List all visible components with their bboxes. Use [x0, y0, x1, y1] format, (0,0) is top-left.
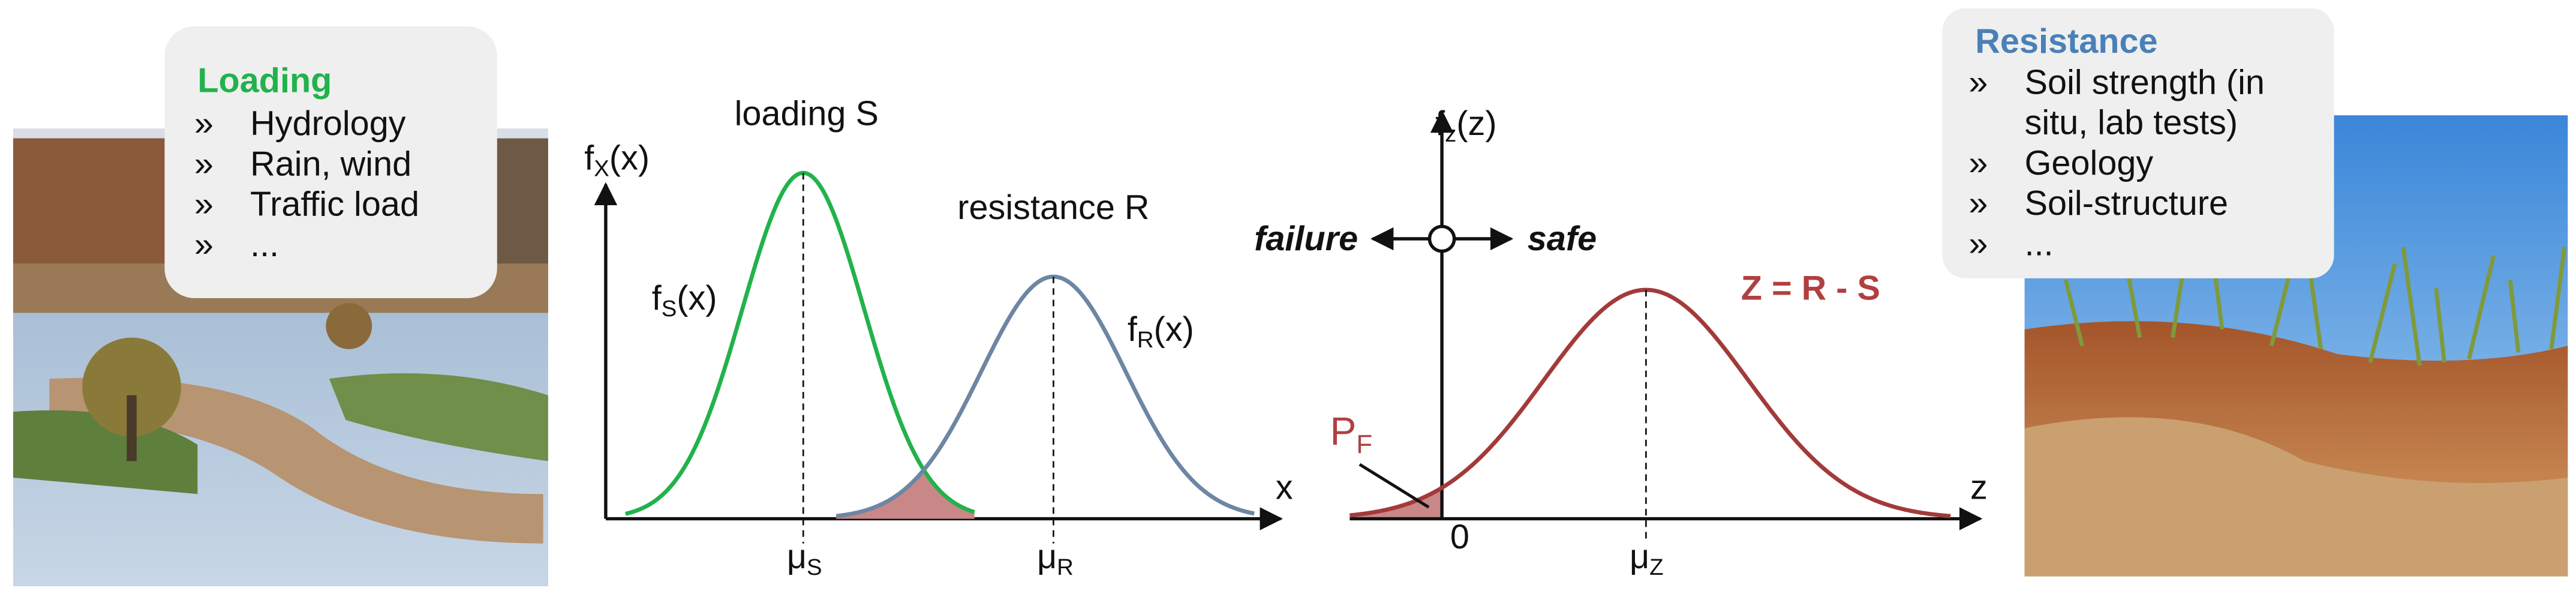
bullet: »	[194, 226, 214, 264]
mu-r: μR	[1037, 538, 1074, 580]
resistance-label: resistance R	[957, 188, 1149, 227]
list-item: situ, lab tests)	[2025, 104, 2238, 142]
bullet: »	[1968, 64, 1988, 102]
fs-label: fS(x)	[652, 279, 717, 322]
bullet: »	[1968, 184, 1988, 223]
x-axis-label: x	[1276, 469, 1293, 507]
z-label: Z = R - S	[1741, 269, 1880, 308]
fr-label: fR(x)	[1128, 310, 1194, 353]
loading-label: loading S	[735, 95, 879, 133]
zero-label: 0	[1450, 518, 1469, 556]
loading-items: » Hydrology » Rain, wind » Traffic load »...	[194, 104, 419, 264]
z-curve	[1349, 287, 1951, 518]
loading-box	[164, 26, 497, 298]
list-item: Soil-structure	[2025, 184, 2228, 223]
bullet: »	[1968, 144, 1988, 182]
bullet: »	[1968, 224, 1988, 263]
resistance-title: Resistance	[1975, 22, 2157, 61]
origin-circle	[1427, 224, 1456, 253]
loading-curve	[625, 170, 975, 516]
mu-z: μZ	[1630, 538, 1664, 580]
list-item: Rain, wind	[250, 145, 411, 183]
overlap-area	[836, 470, 975, 519]
bullet: »	[194, 104, 214, 143]
bullet: »	[194, 145, 214, 183]
y-axis-label: fz(z)	[1435, 104, 1496, 147]
loading-title: Loading	[197, 62, 332, 100]
mu-s: μS	[787, 538, 822, 580]
safe-label: safe	[1528, 220, 1597, 258]
list-item: ...	[2025, 224, 2054, 263]
failure-area	[1349, 487, 1442, 519]
pf-pointer	[1358, 463, 1430, 509]
list-item: Soil strength (in	[2025, 64, 2265, 102]
resistance-curve	[835, 274, 1255, 518]
x-axis-label: z	[1970, 469, 1988, 507]
list-item: Geology	[2025, 144, 2154, 182]
failure-label: failure	[1254, 220, 1358, 258]
list-item: Traffic load	[250, 185, 419, 224]
list-item: Hydrology	[250, 104, 406, 143]
list-item: ...	[250, 226, 279, 264]
pf-label: PF	[1330, 409, 1372, 459]
y-axis-label: fX(x)	[584, 139, 650, 182]
bullet: »	[194, 185, 214, 224]
resistance-box	[1942, 8, 2334, 278]
